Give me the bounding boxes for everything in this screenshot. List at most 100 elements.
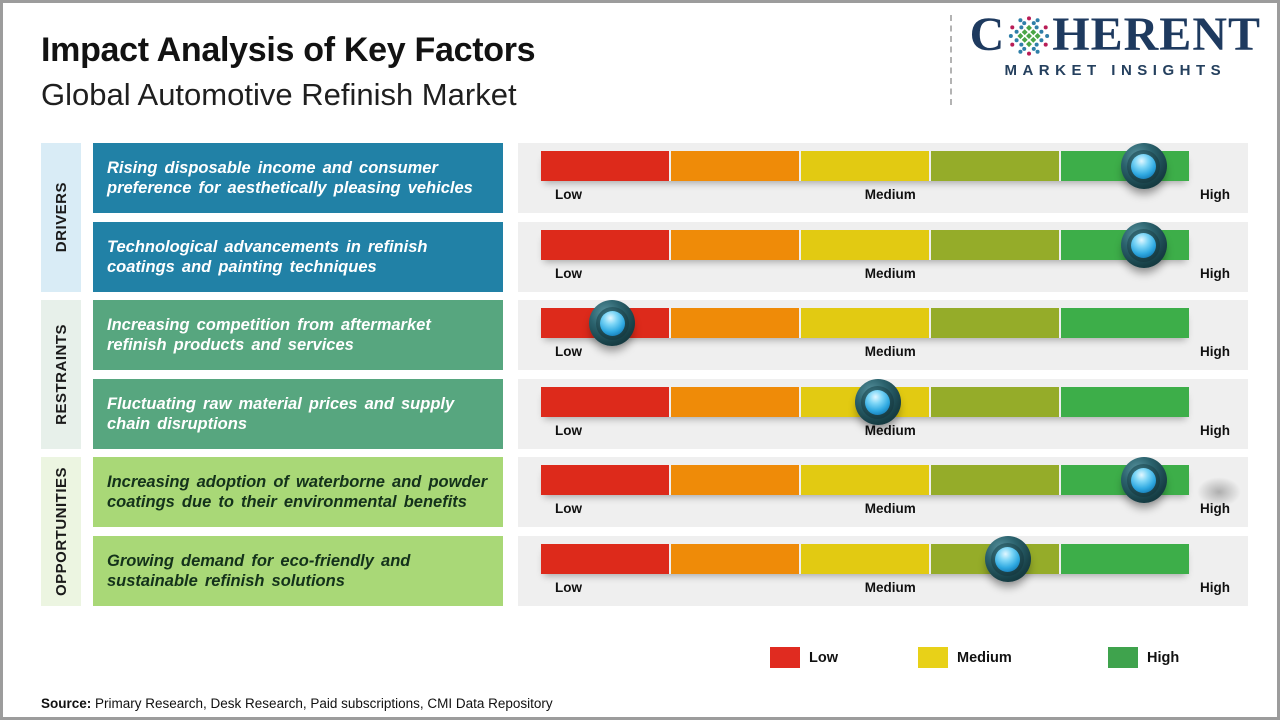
legend-item-low: Low — [770, 647, 838, 668]
scale-label-medium: Medium — [864, 501, 916, 516]
group-label-opportunities: OPPORTUNITIES — [41, 457, 81, 606]
impact-scale: Low Medium High — [518, 457, 1248, 527]
logo-letters-rest: HERENT — [1052, 8, 1261, 61]
scale-segment-green — [1061, 387, 1189, 417]
legend-item-medium: Medium — [918, 647, 1012, 668]
logo-wordmark: C — [970, 11, 1261, 59]
impact-bar — [541, 143, 1189, 189]
scale-segment-red — [541, 230, 669, 260]
impact-scale: Low Medium High — [518, 300, 1248, 370]
factor-text: Growing demand for eco-friendly and sust… — [93, 536, 503, 606]
legend-label-high: High — [1147, 649, 1180, 666]
scale-segment-yellow — [801, 308, 929, 338]
source-text: Primary Research, Desk Research, Paid su… — [91, 696, 553, 711]
scale-segment-green — [1061, 544, 1189, 574]
scale-segment-orange — [671, 387, 799, 417]
source-note: Source: Primary Research, Desk Research,… — [41, 696, 553, 711]
scale-label-high: High — [1200, 423, 1230, 438]
legend: Low Medium High — [770, 647, 1248, 671]
impact-marker — [589, 300, 636, 346]
company-logo: C — [970, 11, 1261, 105]
impact-bar — [541, 222, 1189, 268]
bar-shadow-smudge — [1197, 477, 1241, 507]
legend-item-high: High — [1108, 647, 1179, 668]
factor-text: Rising disposable income and consumer pr… — [93, 143, 503, 213]
factor-text: Increasing competition from aftermarket … — [93, 300, 503, 370]
legend-label-medium: Medium — [957, 649, 1012, 666]
scale-segment-red — [541, 151, 669, 181]
scale-segment-orange — [671, 544, 799, 574]
scale-segment-olive — [931, 230, 1059, 260]
scale-label-low: Low — [555, 501, 582, 516]
legend-swatch-high — [1108, 647, 1138, 668]
impact-bar — [541, 379, 1189, 425]
scale-segment-olive — [931, 308, 1059, 338]
dashed-divider — [949, 15, 952, 105]
scale-segment-green — [1061, 308, 1189, 338]
factor-row: Rising disposable income and consumer pr… — [93, 143, 1248, 213]
page-subtitle: Global Automotive Refinish Market — [41, 77, 517, 112]
scale-segment-red — [541, 465, 669, 495]
factor-row: Fluctuating raw material prices and supp… — [93, 379, 1248, 449]
scale-segment-olive — [931, 465, 1059, 495]
impact-bar — [541, 536, 1189, 582]
scale-segment-orange — [671, 308, 799, 338]
scale-label-medium: Medium — [864, 344, 916, 359]
legend-swatch-medium — [918, 647, 948, 668]
factor-row: Increasing adoption of waterborne and po… — [93, 457, 1248, 527]
page-title: Impact Analysis of Key Factors — [41, 31, 536, 69]
brand-block: C — [949, 11, 1261, 105]
scale-segment-yellow — [801, 230, 929, 260]
impact-marker — [984, 536, 1031, 582]
factor-row: Growing demand for eco-friendly and sust… — [93, 536, 1248, 606]
impact-scale: Low Medium High — [518, 536, 1248, 606]
factor-text: Increasing adoption of waterborne and po… — [93, 457, 503, 527]
scale-segment-red — [541, 544, 669, 574]
scale-label-medium: Medium — [864, 580, 916, 595]
scale-label-low: Low — [555, 580, 582, 595]
impact-marker — [1120, 143, 1167, 189]
factor-text: Fluctuating raw material prices and supp… — [93, 379, 503, 449]
scale-label-low: Low — [555, 187, 582, 202]
scale-segment-yellow — [801, 465, 929, 495]
legend-label-low: Low — [809, 649, 838, 666]
scale-segment-olive — [931, 387, 1059, 417]
factor-text: Technological advancements in refinish c… — [93, 222, 503, 292]
impact-bar — [541, 457, 1241, 507]
scale-label-medium: Medium — [864, 266, 916, 281]
scale-segment-orange — [671, 465, 799, 495]
impact-marker — [1120, 222, 1167, 268]
scale-segment-yellow — [801, 151, 929, 181]
group-label-restraints: RESTRAINTS — [41, 300, 81, 449]
logo-letter-c: C — [969, 8, 1006, 61]
scale-label-low: Low — [555, 344, 582, 359]
impact-scale: Low Medium High — [518, 222, 1248, 292]
group-restraints: RESTRAINTS Increasing competition from a… — [41, 300, 1248, 449]
group-drivers: DRIVERS Rising disposable income and con… — [41, 143, 1248, 292]
scale-label-low: Low — [555, 423, 582, 438]
scale-label-medium: Medium — [864, 423, 916, 438]
scale-segment-orange — [671, 151, 799, 181]
scale-label-high: High — [1200, 266, 1230, 281]
scale-segment-red — [541, 387, 669, 417]
impact-marker — [854, 379, 901, 425]
group-label-drivers: DRIVERS — [41, 143, 81, 292]
legend-swatch-low — [770, 647, 800, 668]
impact-marker — [1120, 457, 1167, 503]
scale-segment-yellow — [801, 544, 929, 574]
impact-scale: Low Medium High — [518, 379, 1248, 449]
header: Impact Analysis of Key Factors Global Au… — [41, 31, 536, 113]
group-opportunities: OPPORTUNITIES Increasing adoption of wat… — [41, 457, 1248, 606]
logo-tagline: MARKET INSIGHTS — [1004, 62, 1227, 79]
scale-label-low: Low — [555, 266, 582, 281]
scale-label-high: High — [1200, 344, 1230, 359]
factor-row: Increasing competition from aftermarket … — [93, 300, 1248, 370]
scale-segment-orange — [671, 230, 799, 260]
impact-bar — [541, 300, 1189, 346]
impact-matrix: DRIVERS Rising disposable income and con… — [41, 143, 1248, 606]
scale-label-high: High — [1200, 187, 1230, 202]
scale-segment-olive — [931, 151, 1059, 181]
scale-label-high: High — [1200, 580, 1230, 595]
impact-scale: Low Medium High — [518, 143, 1248, 213]
